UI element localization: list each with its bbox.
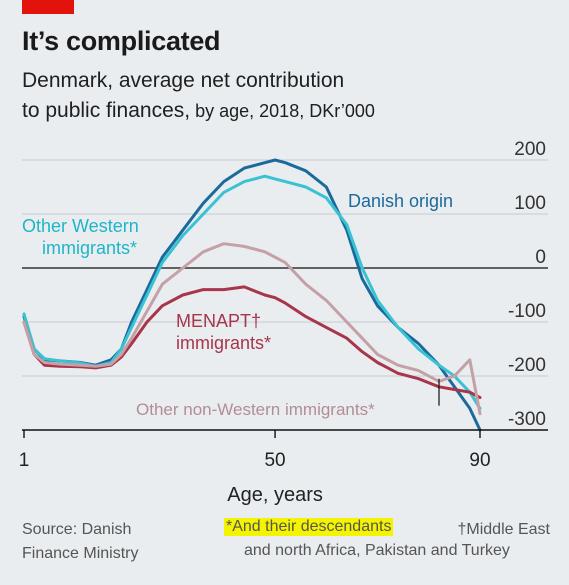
x-axis [22, 378, 548, 438]
y-tick-label: 100 [514, 193, 546, 214]
subtitle-line-2-detail: by age, 2018, DKr’000 [190, 101, 375, 121]
footnote-menapt-line-2: and north Africa, Pakistan and Turkey [244, 542, 510, 559]
tick-labels: 200 100 0 -100 -200 -300 1 50 90 Age, years [19, 140, 546, 506]
x-axis-label: Age, years [227, 484, 323, 506]
x-tick-label: 50 [264, 450, 285, 471]
y-tick-label: -200 [508, 355, 546, 376]
series-label-other-western-line-1: Other Western [22, 216, 139, 236]
line-chart: 200 100 0 -100 -200 -300 1 50 90 Age, years [19, 140, 548, 506]
chart-subtitle: Denmark, average net contribution to pub… [22, 66, 375, 126]
series-label-other-non-western: Other non-Western immigrants* [136, 400, 375, 419]
footnote-descendants: *And their descendants [224, 518, 394, 536]
series-line-4 [22, 242, 482, 416]
brand-tag [22, 0, 74, 14]
series-label-menapt-line-1: MENAPT† [176, 311, 262, 331]
source-note: Source: Danish Finance Ministry [22, 518, 138, 566]
series-label-danish-origin: Danish origin [348, 191, 454, 211]
source-line-2: Finance Ministry [22, 545, 139, 562]
series-lines [22, 158, 482, 432]
x-tick-label: 1 [19, 450, 30, 471]
x-tick-label: 90 [469, 450, 490, 471]
subtitle-line-1: Denmark, average net contribution [22, 69, 345, 92]
subtitle-line-2: to public finances, by age, 2018, DKr’00… [22, 96, 375, 126]
y-tick-label: -300 [508, 409, 546, 430]
source-line-1: Source: Danish [22, 521, 132, 538]
chart-title: It’s complicated [22, 26, 221, 56]
y-tick-label: -100 [508, 301, 546, 322]
y-tick-label: 0 [535, 247, 546, 268]
series-line-3 [22, 285, 482, 400]
series-label-other-western: Other Western immigrants* [22, 215, 139, 259]
series-label-menapt-line-2: immigrants* [176, 333, 272, 353]
series-label-menapt: MENAPT† immigrants* [176, 310, 271, 354]
subtitle-line-2-main: to public finances, [22, 99, 191, 122]
series-label-other-western-line-2: immigrants* [42, 238, 138, 258]
footnote-menapt-line-1: †Middle East [457, 521, 551, 538]
y-tick-label: 200 [514, 140, 546, 160]
